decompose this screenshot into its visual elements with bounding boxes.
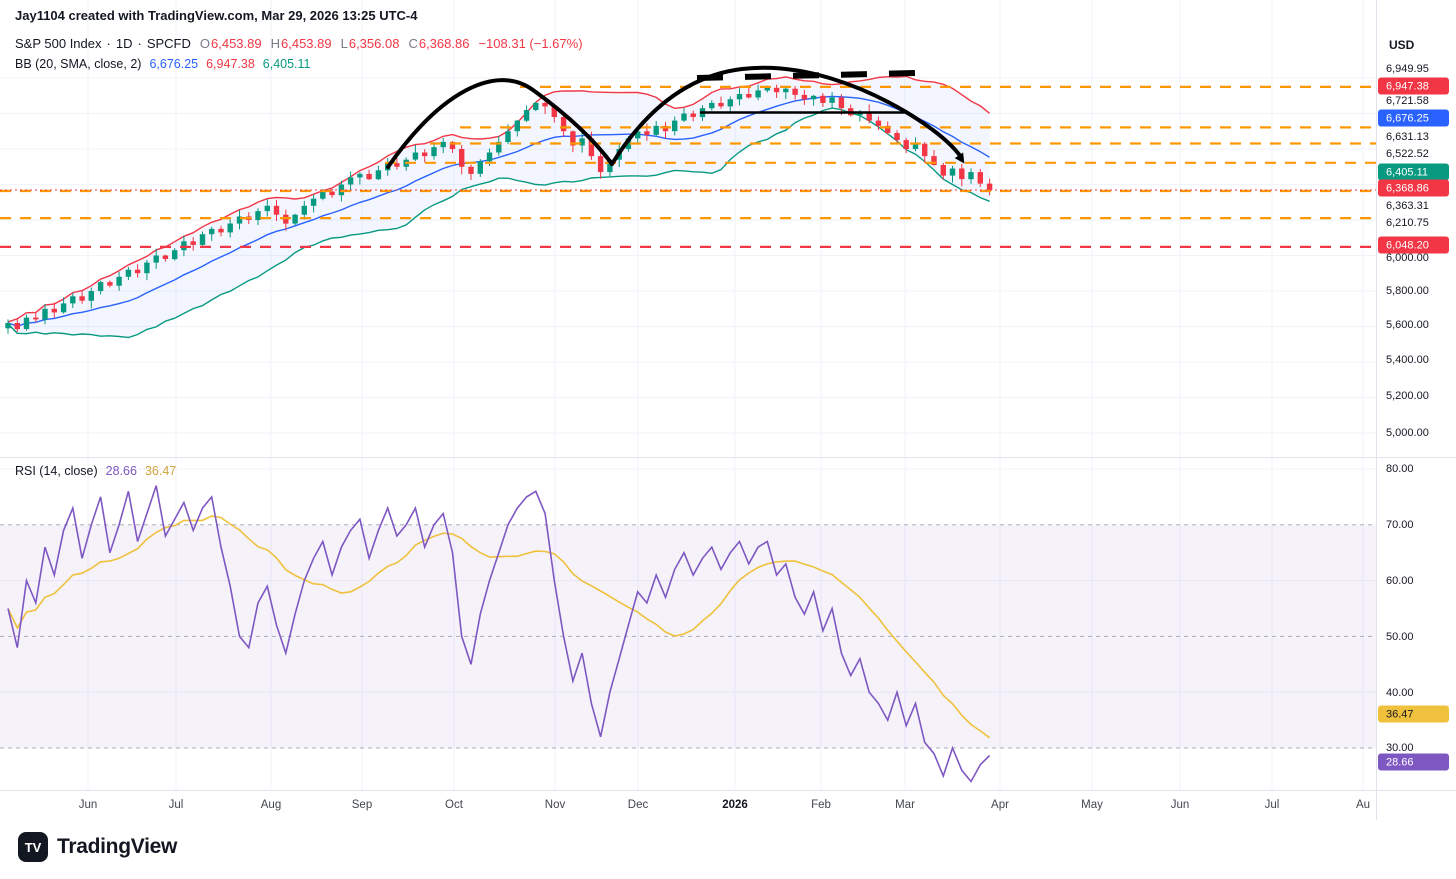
price-badge: 6,368.86 <box>1378 179 1449 197</box>
time-label: Oct <box>445 799 463 811</box>
price-label: 5,600.00 <box>1386 319 1429 331</box>
attribution: Jay1104 created with TradingView.com, Ma… <box>15 8 418 23</box>
price-label: 5,800.00 <box>1386 285 1429 297</box>
tradingview-logo-text: TradingView <box>57 835 178 858</box>
price-label: 5,000.00 <box>1386 427 1429 439</box>
bb-band-fill <box>8 76 990 338</box>
bb-lower-value: 6,405.11 <box>262 57 311 71</box>
bb-basis-line <box>7 95 990 327</box>
legend-separator: · <box>106 36 111 51</box>
legend-separator: · <box>137 36 142 51</box>
time-label: Sep <box>351 799 373 811</box>
time-label: May <box>1081 799 1103 811</box>
rsi-ma-value: 36.47 <box>144 464 177 478</box>
symbol-legend[interactable]: S&P 500 Index · 1D · SPCFD O 6,453.89 H 6,… <box>15 36 583 51</box>
rsi-line <box>7 485 991 783</box>
annotation-arc-left <box>386 78 614 169</box>
time-axis[interactable]: Jun Jul Aug Sep Oct Nov Dec 2026 Feb Mar Apr May Jun… <box>0 791 1376 820</box>
time-label: Apr <box>991 799 1009 811</box>
close-value: C 6,368.86 <box>408 36 470 51</box>
symbol-name: S&P 500 Index <box>15 36 102 51</box>
tradingview-logo[interactable]: TV TradingView <box>18 832 177 862</box>
price-label: 6,949.95 <box>1386 63 1429 75</box>
price-label: 6,522.52 <box>1386 148 1429 160</box>
high-value: H 6,453.89 <box>270 36 332 51</box>
bb-upper-value: 6,947.38 <box>206 57 255 71</box>
rsi-label: 60.00 <box>1386 575 1414 587</box>
change-value: −108.31 (−1.67%) <box>478 36 583 51</box>
rsi-label: RSI (14, close) <box>15 464 98 478</box>
price-label: 6,210.75 <box>1386 217 1429 229</box>
time-label: Dec <box>627 799 649 811</box>
time-label: Au <box>1355 799 1371 811</box>
price-label: 5,200.00 <box>1386 390 1429 402</box>
annotation-arrowhead <box>954 152 965 164</box>
rsi-label: 80.00 <box>1386 463 1414 475</box>
exchange-label: SPCFD <box>146 36 191 51</box>
bb-label: BB (20, SMA, close, 2) <box>15 57 142 71</box>
time-label: Jun <box>78 799 98 811</box>
rsi-label: 30.00 <box>1386 742 1414 754</box>
tradingview-logo-icon: TV <box>18 832 48 862</box>
rsi-value: 28.66 <box>105 464 137 478</box>
rsi-label: 50.00 <box>1386 631 1414 643</box>
rsi-indicator-legend[interactable]: RSI (14, close) 28.66 36.47 <box>15 464 176 478</box>
time-label: Aug <box>260 799 282 811</box>
time-label: 2026 <box>722 799 748 811</box>
price-badge: 6,947.38 <box>1378 77 1449 95</box>
time-label: Feb <box>811 799 831 811</box>
grid <box>0 0 1376 790</box>
rsi-label: 40.00 <box>1386 687 1414 699</box>
price-label: 6,631.13 <box>1386 131 1429 143</box>
bb-lower-line <box>7 107 990 339</box>
bb-basis-value: 6,676.25 <box>149 57 199 71</box>
price-badge: 6,048.20 <box>1378 236 1449 254</box>
rsi-badge: 28.66 <box>1378 753 1449 771</box>
rsi-badge: 36.47 <box>1378 705 1449 723</box>
time-label: Jul <box>1264 799 1280 811</box>
price-axis[interactable]: USD 6,949.95 6,947.38 6,721.58 6,676.25 6,63… <box>1377 0 1456 820</box>
price-label: 6,363.31 <box>1386 200 1429 212</box>
bb-indicator-legend[interactable]: BB (20, SMA, close, 2) 6,676.25 6,947.38… <box>15 57 311 71</box>
rsi-label: 70.00 <box>1386 519 1414 531</box>
price-label: 6,000.00 <box>1386 252 1429 264</box>
time-label: Jun <box>1170 799 1190 811</box>
price-badge: 6,405.11 <box>1378 163 1449 181</box>
time-label: Mar <box>895 799 915 811</box>
price-label: 6,721.58 <box>1386 95 1429 107</box>
annotation-dashed-trendline <box>696 70 917 81</box>
price-badge: 6,676.25 <box>1378 109 1449 127</box>
low-value: L 6,356.08 <box>340 36 400 51</box>
time-label: Nov <box>544 799 566 811</box>
candlestick-series <box>5 84 993 334</box>
open-value: O 6,453.89 <box>199 36 262 51</box>
user-drawings[interactable] <box>386 65 965 169</box>
time-label: Jul <box>168 799 184 811</box>
annotation-arc-right <box>610 65 963 166</box>
price-axis-currency: USD <box>1389 38 1415 52</box>
price-label: 5,400.00 <box>1386 354 1429 366</box>
interval-label: 1D <box>115 36 133 51</box>
